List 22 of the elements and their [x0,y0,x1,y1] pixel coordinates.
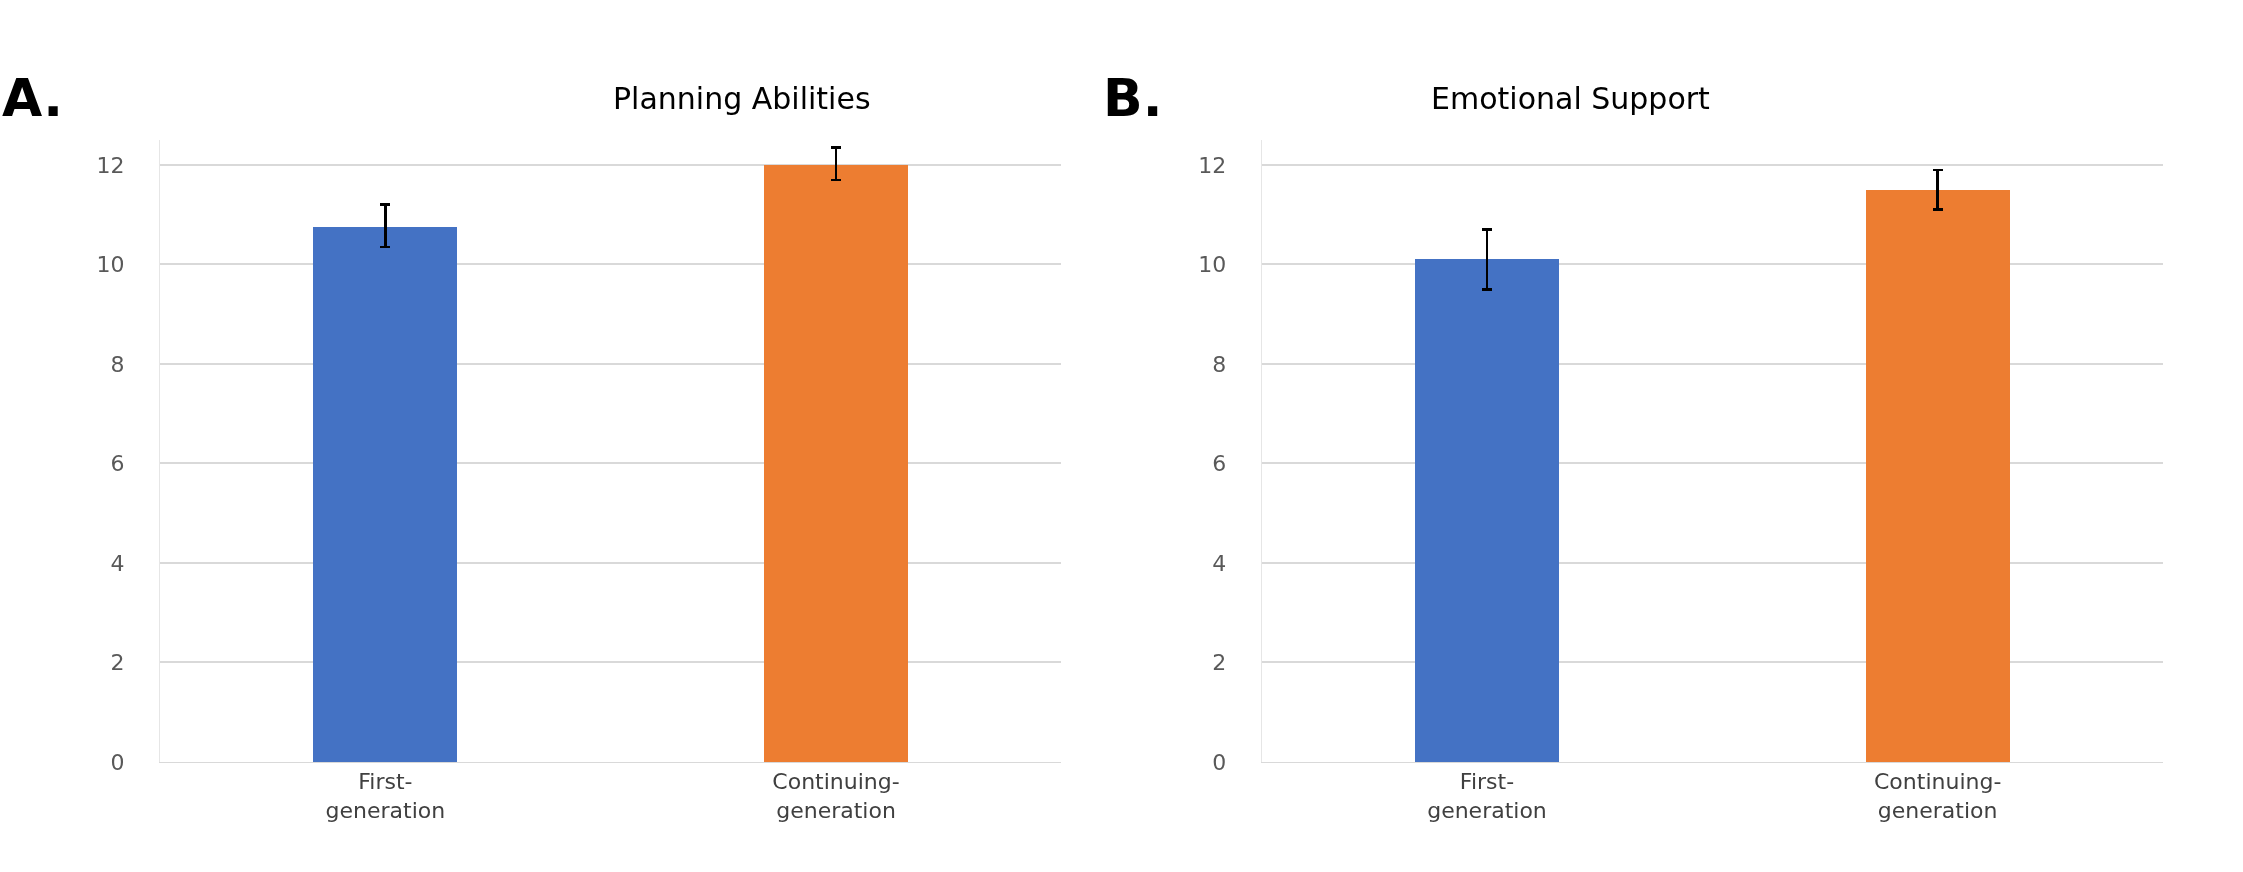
x-tick-label: First-generation [325,769,446,823]
y-tick-label: 12 [1198,152,1227,178]
y-tick-label: 12 [96,152,125,178]
y-tick-label: 0 [1212,749,1227,775]
chart-title: Planning Abilities [613,81,871,116]
y-tick-label: 0 [110,749,125,775]
text: A. [2,68,63,128]
y-tick-label: 2 [110,650,125,676]
y-tick-label: 4 [110,550,125,576]
x-tick-label: Continuing-generation [1873,769,2002,823]
chart-title: Emotional Support [1431,81,1711,116]
y-tick-label: 8 [1212,351,1227,377]
x-tick-label: Continuing-generation [772,769,900,823]
y-tick-label: 6 [1212,451,1227,477]
y-tick-label: 6 [110,451,125,477]
y-tick-label: 4 [1212,550,1227,576]
text: B. [1103,68,1163,128]
y-tick-label: 10 [1198,252,1227,278]
x-tick-label: First-generation [1427,769,1547,823]
y-tick-label: 10 [96,252,125,278]
y-tick-label: 2 [1212,650,1227,676]
y-tick-label: 8 [110,351,125,377]
